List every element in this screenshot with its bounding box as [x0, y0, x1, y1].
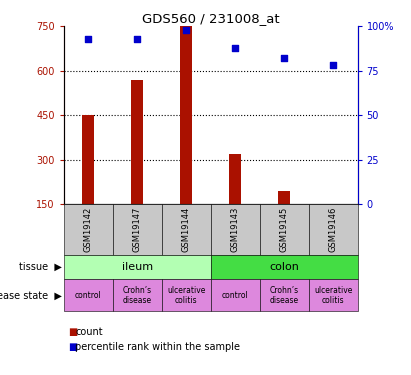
Bar — [278, 191, 290, 204]
Point — [183, 27, 189, 33]
Point — [281, 56, 287, 62]
Point — [85, 36, 92, 42]
Text: GSM19144: GSM19144 — [182, 207, 191, 252]
Title: GDS560 / 231008_at: GDS560 / 231008_at — [142, 12, 279, 25]
Text: control: control — [75, 291, 102, 300]
Text: control: control — [222, 291, 249, 300]
Text: disease state  ▶: disease state ▶ — [0, 290, 62, 300]
Text: GSM19147: GSM19147 — [133, 207, 142, 252]
Text: ■: ■ — [68, 327, 77, 337]
Text: ulcerative
colitis: ulcerative colitis — [167, 286, 206, 305]
Text: ulcerative
colitis: ulcerative colitis — [314, 286, 352, 305]
Text: Crohn’s
disease: Crohn’s disease — [122, 286, 152, 305]
Bar — [131, 80, 143, 204]
Text: GSM19146: GSM19146 — [328, 207, 337, 252]
Text: count: count — [75, 327, 103, 337]
Bar — [180, 26, 192, 204]
Point — [232, 45, 238, 51]
Text: colon: colon — [269, 262, 299, 272]
Text: ■: ■ — [68, 342, 77, 352]
Bar — [82, 116, 94, 204]
Text: percentile rank within the sample: percentile rank within the sample — [75, 342, 240, 352]
Text: ileum: ileum — [122, 262, 153, 272]
Text: GSM19142: GSM19142 — [84, 207, 93, 252]
Text: GSM19145: GSM19145 — [279, 207, 289, 252]
Text: GSM19143: GSM19143 — [231, 207, 240, 252]
Text: tissue  ▶: tissue ▶ — [19, 262, 62, 272]
Text: Crohn’s
disease: Crohn’s disease — [270, 286, 299, 305]
Point — [330, 62, 336, 68]
Point — [134, 36, 141, 42]
Bar — [229, 154, 241, 204]
